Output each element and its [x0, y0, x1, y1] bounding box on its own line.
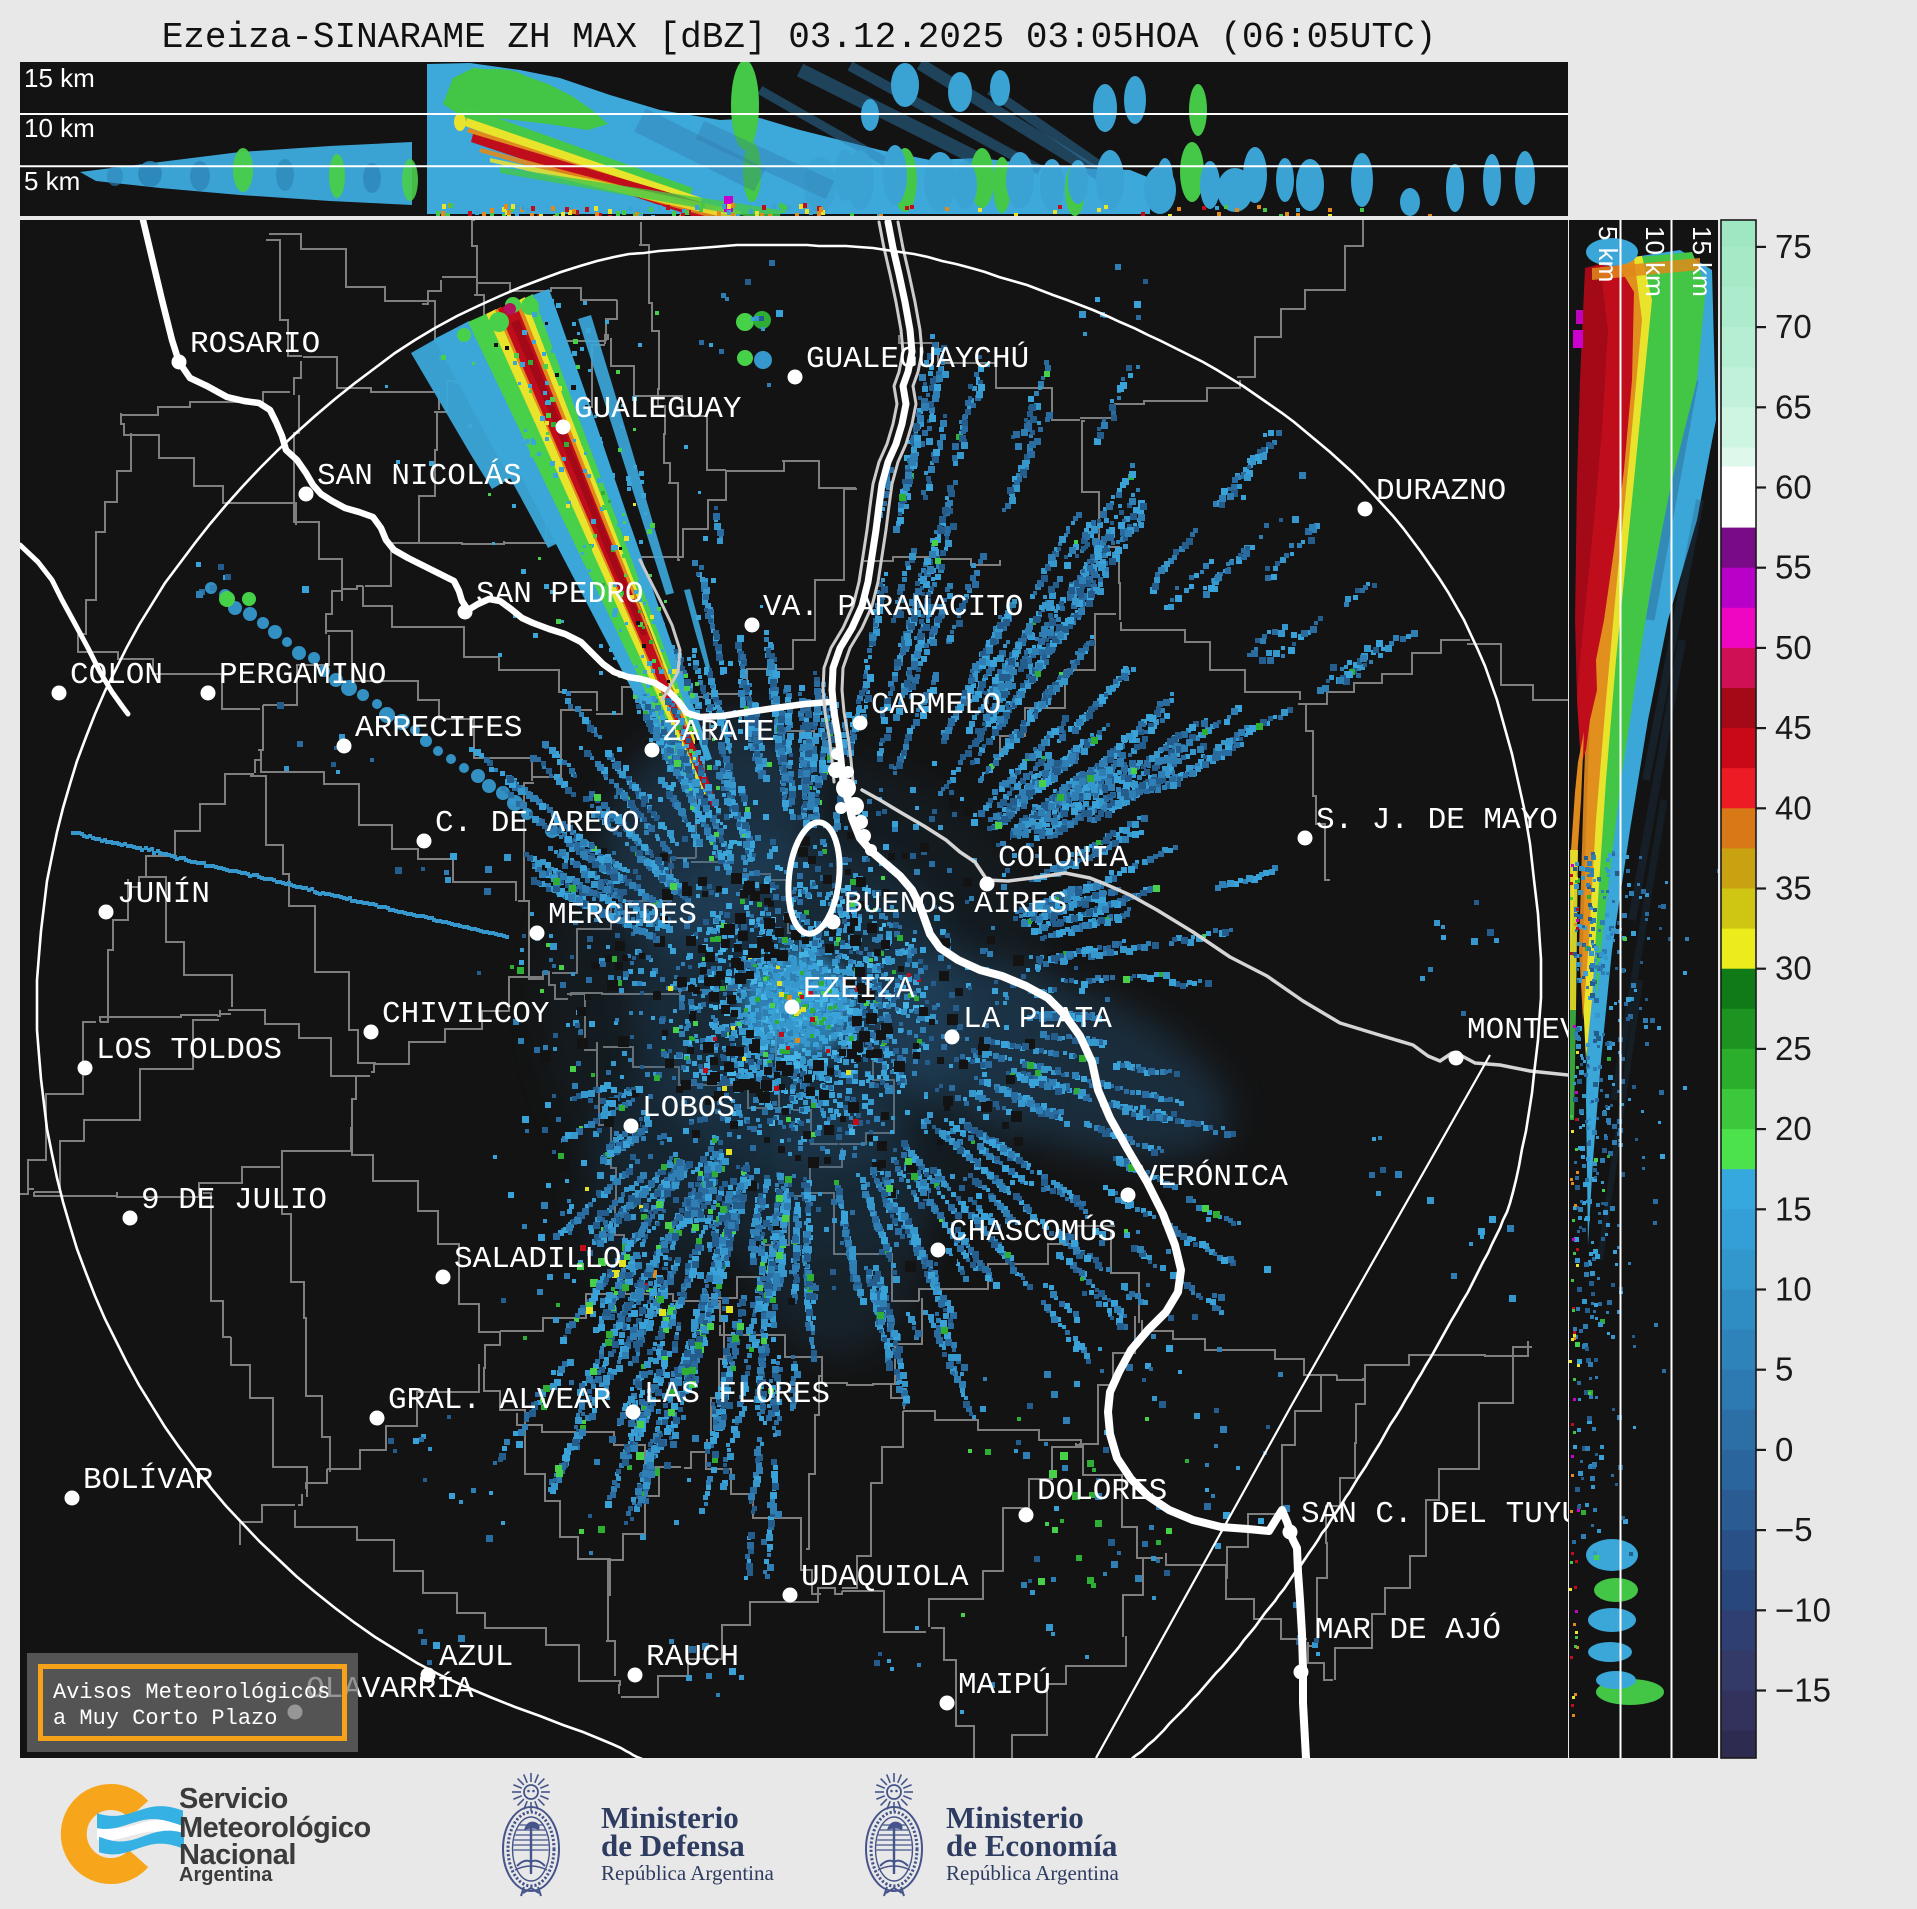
svg-text:LA PLATA: LA PLATA: [963, 1002, 1112, 1037]
svg-text:DURAZNO: DURAZNO: [1376, 474, 1506, 509]
svg-text:−5: −5: [1775, 1511, 1813, 1548]
svg-text:35: 35: [1775, 870, 1812, 907]
svg-text:Ministerio: Ministerio: [946, 1800, 1084, 1835]
svg-text:RAUCH: RAUCH: [646, 1640, 739, 1675]
svg-text:de Defensa: de Defensa: [601, 1828, 745, 1863]
svg-text:JUNÍN: JUNÍN: [117, 875, 210, 912]
svg-text:−15: −15: [1775, 1672, 1831, 1709]
svg-text:SAN NICOLÁS: SAN NICOLÁS: [317, 457, 522, 494]
svg-text:UDAQUIOLA: UDAQUIOLA: [801, 1560, 969, 1595]
svg-text:ZÁRATE: ZÁRATE: [663, 713, 775, 750]
svg-text:0: 0: [1775, 1431, 1793, 1468]
svg-text:CHASCOMÚS: CHASCOMÚS: [949, 1213, 1116, 1250]
svg-text:15 km: 15 km: [1687, 226, 1717, 297]
svg-text:−10: −10: [1775, 1591, 1831, 1628]
svg-text:10 km: 10 km: [24, 113, 95, 143]
svg-text:50: 50: [1775, 629, 1812, 666]
svg-text:LOS TOLDOS: LOS TOLDOS: [96, 1033, 282, 1068]
svg-text:COLON: COLON: [70, 658, 163, 693]
svg-text:SAN C. DEL TUYÚ: SAN C. DEL TUYÚ: [1301, 1495, 1580, 1532]
svg-text:GUALEGUAY: GUALEGUAY: [574, 392, 742, 427]
svg-text:C. DE ARECO: C. DE ARECO: [435, 806, 640, 841]
svg-text:Ezeiza-SINARAME ZH MAX [dBZ] 0: Ezeiza-SINARAME ZH MAX [dBZ] 03.12.2025 …: [162, 17, 1437, 58]
svg-text:COLONIA: COLONIA: [998, 841, 1129, 876]
svg-text:LOBOS: LOBOS: [642, 1091, 735, 1126]
svg-text:CARMELO: CARMELO: [871, 688, 1001, 723]
svg-text:DOLORES: DOLORES: [1037, 1474, 1167, 1509]
svg-text:9 DE JULIO: 9 DE JULIO: [141, 1183, 327, 1218]
svg-text:GRAL. ALVEAR: GRAL. ALVEAR: [388, 1383, 611, 1418]
svg-text:BUENOS AIRES: BUENOS AIRES: [844, 887, 1067, 922]
svg-text:de Economía: de Economía: [946, 1828, 1118, 1863]
svg-text:CHIVILCOY: CHIVILCOY: [382, 997, 550, 1032]
svg-text:MONTEVIDEO: MONTEVIDEO: [1467, 1013, 1653, 1048]
svg-text:10: 10: [1775, 1271, 1812, 1308]
svg-text:20: 20: [1775, 1110, 1812, 1147]
svg-text:5 km: 5 km: [1593, 226, 1623, 282]
svg-text:10 km: 10 km: [1640, 226, 1670, 297]
svg-text:MAIPÚ: MAIPÚ: [958, 1666, 1051, 1703]
svg-text:30: 30: [1775, 950, 1812, 987]
svg-text:AZUL: AZUL: [439, 1640, 513, 1675]
svg-text:República Argentina: República Argentina: [946, 1861, 1119, 1885]
svg-text:15 km: 15 km: [24, 63, 95, 93]
svg-text:SAN PEDRO: SAN PEDRO: [476, 577, 643, 612]
svg-text:S. J. DE MAYO: S. J. DE MAYO: [1316, 803, 1558, 838]
svg-text:VERÓNICA: VERÓNICA: [1139, 1158, 1288, 1195]
svg-text:55: 55: [1775, 549, 1812, 586]
svg-text:SALADILLO: SALADILLO: [454, 1242, 621, 1277]
svg-text:75: 75: [1775, 228, 1812, 265]
svg-text:45: 45: [1775, 709, 1812, 746]
svg-text:MERCEDES: MERCEDES: [548, 898, 697, 933]
svg-text:EZEIZA: EZEIZA: [803, 972, 915, 1007]
svg-text:LAS FLORES: LAS FLORES: [644, 1377, 830, 1412]
svg-text:70: 70: [1775, 308, 1812, 345]
svg-text:Avisos Meteorológicos: Avisos Meteorológicos: [53, 1680, 330, 1705]
svg-text:Nacional: Nacional: [179, 1839, 296, 1871]
svg-text:ARRECIFES: ARRECIFES: [355, 711, 522, 746]
svg-text:BOLÍVAR: BOLÍVAR: [83, 1461, 213, 1498]
svg-text:República Argentina: República Argentina: [601, 1861, 774, 1885]
svg-text:Ministerio: Ministerio: [601, 1800, 739, 1835]
svg-text:5: 5: [1775, 1351, 1793, 1388]
svg-text:25: 25: [1775, 1030, 1812, 1067]
svg-text:15: 15: [1775, 1190, 1812, 1227]
svg-text:65: 65: [1775, 388, 1812, 425]
svg-text:Argentina: Argentina: [179, 1864, 273, 1886]
svg-text:VA. PARANACITO: VA. PARANACITO: [763, 590, 1023, 625]
svg-text:5 km: 5 km: [24, 166, 80, 196]
svg-text:GUALEGUAYCHÚ: GUALEGUAYCHÚ: [806, 340, 1029, 377]
svg-text:Servicio: Servicio: [179, 1783, 288, 1815]
svg-text:40: 40: [1775, 789, 1812, 826]
svg-text:MAR DE AJÓ: MAR DE AJÓ: [1315, 1611, 1501, 1648]
svg-text:PERGAMINO: PERGAMINO: [219, 658, 386, 693]
svg-text:60: 60: [1775, 469, 1812, 506]
svg-text:a Muy Corto Plazo: a Muy Corto Plazo: [53, 1706, 277, 1731]
svg-text:ROSARIO: ROSARIO: [190, 327, 320, 362]
svg-text:Meteorológico: Meteorológico: [179, 1812, 371, 1844]
